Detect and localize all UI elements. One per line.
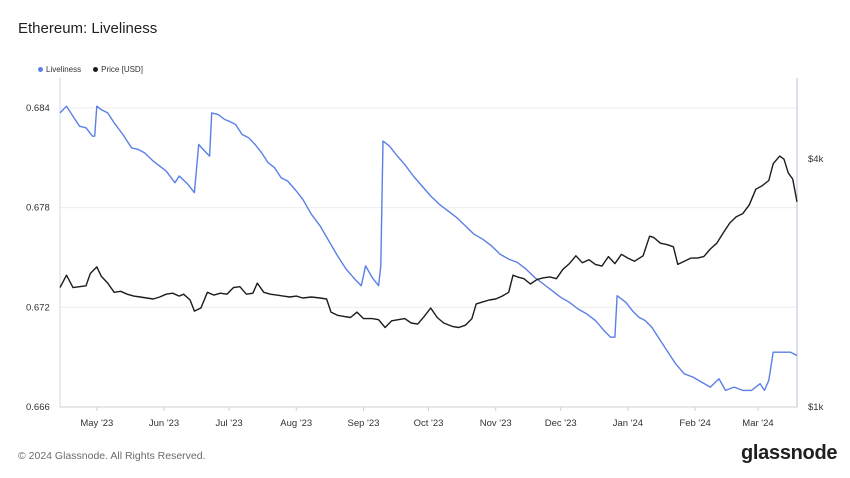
glassnode-logo: glassnode: [741, 442, 838, 464]
y-right-tick-label: $4k: [808, 154, 824, 165]
legend-label-liveliness: Liveliness: [46, 65, 82, 74]
legend-item-liveliness[interactable]: Liveliness: [38, 65, 81, 74]
x-axis: May '23 Jun '23 Jul '23 Aug '23 Sep '23 Oct '…: [80, 407, 774, 429]
x-tick-label: Sep '23: [348, 418, 380, 429]
y-left-tick-label: 0.678: [26, 203, 50, 214]
x-tick-label: Feb '24: [679, 418, 710, 429]
x-tick-label: Nov '23: [480, 418, 512, 429]
x-tick-label: Mar '24: [742, 418, 773, 429]
y-left-tick-label: 0.666: [26, 402, 50, 413]
x-tick-label: Jun '23: [149, 418, 179, 429]
x-tick-label: Jan '24: [613, 418, 643, 429]
legend-label-price: Price [USD]: [101, 65, 143, 74]
y-left-tick-label: 0.684: [26, 103, 50, 114]
y-left-tick-label: 0.672: [26, 302, 50, 313]
y-axis-left: 0.684 0.678 0.672 0.666: [26, 103, 50, 413]
x-tick-label: Dec '23: [545, 418, 577, 429]
legend-dot-liveliness: [38, 67, 43, 72]
copyright-text: © 2024 Glassnode. All Rights Reserved.: [18, 450, 206, 462]
x-tick-label: Aug '23: [280, 418, 312, 429]
x-tick-label: May '23: [80, 418, 113, 429]
legend-item-price[interactable]: Price [USD]: [93, 65, 143, 74]
chart-title: Ethereum: Liveliness: [18, 20, 158, 37]
y-right-tick-label: $1k: [808, 402, 824, 413]
series-line-price: [59, 155, 798, 329]
chart-legend: Liveliness Price [USD]: [38, 65, 143, 74]
gridlines: [60, 107, 797, 308]
legend-dot-price: [93, 67, 99, 72]
x-tick-label: Jul '23: [215, 418, 242, 429]
series-layer: [59, 105, 798, 392]
series-line-liveliness: [59, 105, 798, 392]
x-tick-label: Oct '23: [414, 418, 444, 429]
y-axis-right: $4k $1k: [808, 154, 824, 413]
